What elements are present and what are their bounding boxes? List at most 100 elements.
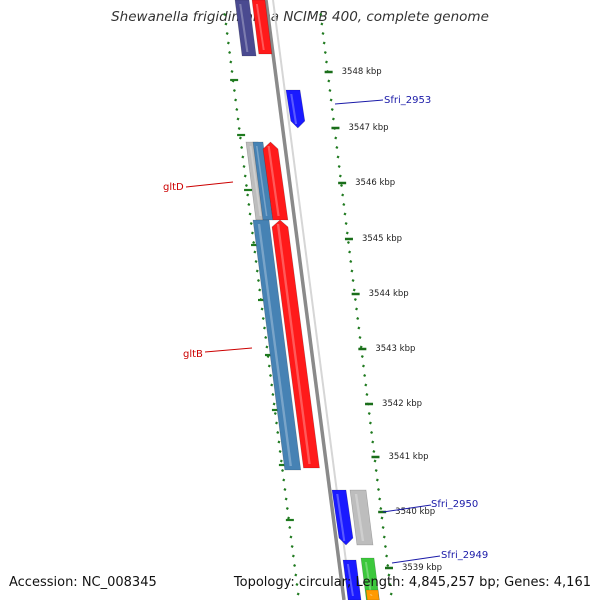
minor-tick <box>276 431 280 434</box>
minor-tick <box>248 212 252 216</box>
scale-label: 3548 kbp <box>342 67 382 77</box>
minor-tick <box>320 22 324 26</box>
minor-tick <box>359 345 363 349</box>
minor-tick <box>296 592 300 596</box>
label-leader-line <box>185 181 234 188</box>
label-leader-line <box>204 347 253 353</box>
minor-tick <box>338 174 342 178</box>
label-leader-line <box>391 555 441 564</box>
minor-tick <box>271 393 275 396</box>
minor-tick <box>244 184 248 187</box>
scale-label: 3547 kbp <box>348 123 388 133</box>
gene-label: Sfri_2953 <box>384 95 431 106</box>
minor-tick <box>290 545 294 548</box>
gene-sfri-2953 <box>290 94 298 124</box>
minor-tick <box>328 89 332 92</box>
minor-tick <box>282 478 286 482</box>
minor-tick <box>336 155 340 159</box>
minor-tick <box>265 345 269 349</box>
minor-tick <box>236 117 240 121</box>
scale-label: 3545 kbp <box>362 234 402 244</box>
minor-tick <box>340 184 344 187</box>
gene-label: Sfri_2949 <box>441 550 488 561</box>
gene-gray <box>354 494 365 541</box>
minor-tick <box>383 545 387 548</box>
minor-tick <box>365 393 369 396</box>
gene-gltb <box>257 224 292 466</box>
minor-tick <box>258 288 262 292</box>
minor-tick <box>246 193 250 197</box>
label-leader-line <box>334 99 384 105</box>
gene-label: Sfri_2950 <box>431 499 478 510</box>
scale-label: 3541 kbp <box>388 452 428 462</box>
minor-tick <box>331 117 335 121</box>
minor-tick <box>387 573 391 577</box>
minor-tick <box>269 374 272 377</box>
minor-tick <box>252 241 256 244</box>
minor-tick <box>348 250 352 254</box>
minor-tick <box>250 231 254 235</box>
minor-tick <box>388 583 392 586</box>
scale-label: 3540 kbp <box>395 507 435 517</box>
gene-red-lower <box>271 219 320 469</box>
minor-tick <box>267 364 271 368</box>
minor-tick <box>288 526 292 529</box>
minor-tick <box>291 554 295 558</box>
minor-tick <box>278 450 282 453</box>
minor-tick <box>272 402 276 406</box>
minor-tick <box>324 60 328 64</box>
minor-tick <box>224 22 228 26</box>
gene-label: gltD <box>163 182 184 193</box>
scale-label: 3543 kbp <box>375 344 415 354</box>
minor-tick <box>361 364 365 368</box>
minor-tick <box>370 431 374 434</box>
gene-gltb <box>252 219 302 471</box>
minor-tick <box>261 317 265 320</box>
minor-tick <box>262 326 266 330</box>
minor-tick <box>273 412 277 415</box>
minor-tick <box>373 459 377 463</box>
minor-tick <box>223 13 227 16</box>
minor-tick <box>346 241 350 244</box>
scale-label: 3546 kbp <box>355 178 395 188</box>
minor-tick <box>294 573 298 577</box>
backbone-line <box>264 0 346 600</box>
minor-tick <box>234 98 238 102</box>
minor-tick <box>242 165 246 168</box>
label-leader-line <box>382 504 432 513</box>
minor-tick <box>232 89 236 92</box>
minor-tick <box>374 469 378 472</box>
kbp-scale: 3548 kbp 3547 kbp 3546 kbp 3545 kbp 3544 kbp… <box>324 67 442 573</box>
minor-tick <box>367 412 371 415</box>
minor-tick <box>377 488 380 491</box>
scale-label: 3539 kbp <box>402 563 442 573</box>
minor-tick <box>353 298 357 301</box>
minor-tick <box>235 108 239 111</box>
gene-gray <box>249 146 262 216</box>
minor-tick <box>247 203 251 206</box>
minor-tick <box>279 459 283 463</box>
minor-tick <box>329 98 333 102</box>
minor-tick <box>240 146 244 149</box>
gene-sfri-2950 <box>336 494 346 541</box>
topology-summary: Topology: circular; Length: 4,845,257 bp… <box>233 575 591 590</box>
gene-orange <box>369 594 373 596</box>
minor-tick <box>349 260 353 263</box>
minor-tick <box>358 336 362 339</box>
minor-tick <box>375 478 379 482</box>
minor-tick <box>357 326 361 330</box>
minor-tick <box>277 440 281 444</box>
gene-green <box>364 562 373 596</box>
minor-tick <box>253 250 257 254</box>
minor-tick <box>379 507 383 510</box>
minor-tick <box>364 383 368 387</box>
gene-sfri-2949 <box>342 559 362 600</box>
minor-tick <box>389 592 393 596</box>
minor-tick <box>371 440 375 444</box>
gene-sfri-2953 <box>285 89 306 129</box>
minor-tick <box>284 497 288 501</box>
gene-label: gltB <box>183 349 203 360</box>
minor-tick <box>285 507 289 510</box>
minor-tick <box>323 51 327 54</box>
minor-tick <box>335 146 339 149</box>
